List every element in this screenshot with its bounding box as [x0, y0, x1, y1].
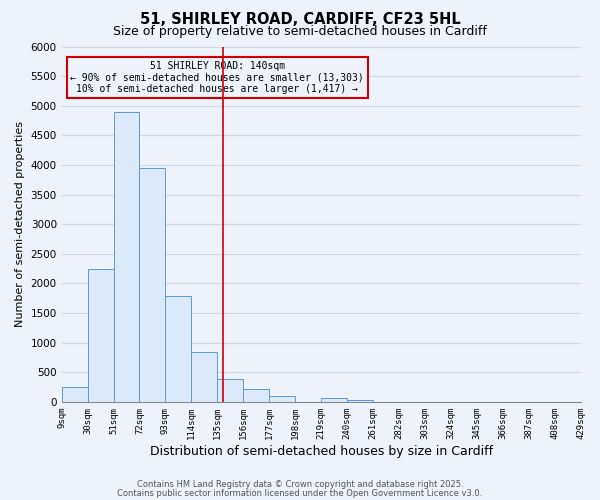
Text: 51 SHIRLEY ROAD: 140sqm
← 90% of semi-detached houses are smaller (13,303)
10% o: 51 SHIRLEY ROAD: 140sqm ← 90% of semi-de… [70, 60, 364, 94]
Bar [166, 296, 191, 402]
Bar [139, 168, 166, 402]
Text: Size of property relative to semi-detached houses in Cardiff: Size of property relative to semi-detach… [113, 25, 487, 38]
Bar [88, 268, 113, 402]
Bar [217, 378, 243, 402]
Bar [191, 352, 217, 402]
Bar [243, 389, 269, 402]
Bar [269, 396, 295, 402]
Text: Contains HM Land Registry data © Crown copyright and database right 2025.: Contains HM Land Registry data © Crown c… [137, 480, 463, 489]
X-axis label: Distribution of semi-detached houses by size in Cardiff: Distribution of semi-detached houses by … [149, 444, 493, 458]
Bar [321, 398, 347, 402]
Bar [62, 387, 88, 402]
Bar [113, 112, 139, 402]
Text: Contains public sector information licensed under the Open Government Licence v3: Contains public sector information licen… [118, 489, 482, 498]
Bar [347, 400, 373, 402]
Text: 51, SHIRLEY ROAD, CARDIFF, CF23 5HL: 51, SHIRLEY ROAD, CARDIFF, CF23 5HL [140, 12, 460, 28]
Y-axis label: Number of semi-detached properties: Number of semi-detached properties [15, 121, 25, 327]
